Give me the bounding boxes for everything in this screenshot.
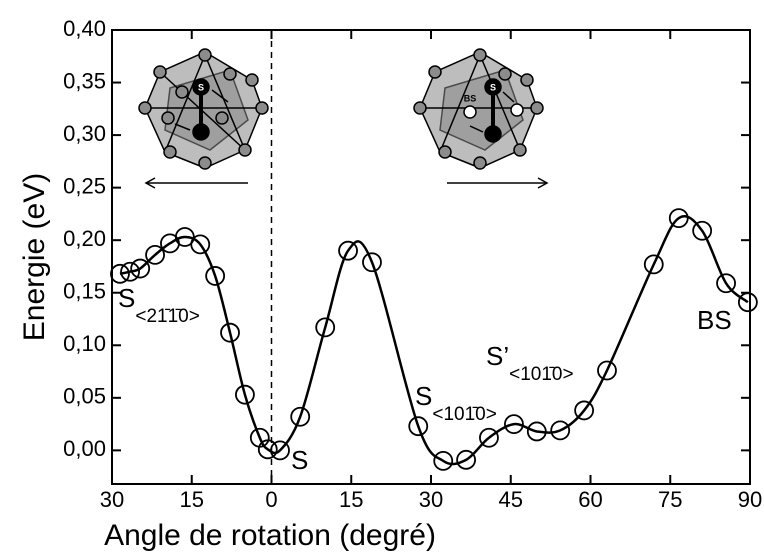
- annotation: S: [291, 445, 308, 475]
- annotation: S<101̄0>: [415, 381, 497, 425]
- data-point: [597, 360, 617, 381]
- annotation-subscript: <101̄0>: [509, 364, 573, 385]
- direction-arrows: [144, 177, 549, 189]
- x-tick-label: 60: [578, 487, 602, 512]
- data-point: [315, 317, 336, 338]
- annotation-subscript: <101̄0>: [432, 404, 496, 425]
- y-tick-label: 0,10: [63, 331, 106, 356]
- y-tick-label: 0,35: [63, 68, 106, 93]
- y-tick-label: 0,30: [63, 121, 106, 146]
- data-point: [338, 240, 358, 261]
- data-point: [205, 266, 226, 286]
- x-tick-label: 45: [499, 487, 523, 512]
- x-tick-label: 15: [339, 487, 363, 512]
- data-point: [145, 244, 165, 265]
- inset-label: S: [490, 82, 496, 92]
- y-tick-label: 0,20: [63, 226, 106, 251]
- x-tick-label: 75: [658, 487, 682, 512]
- data-point: [479, 427, 499, 448]
- annotation-text: S: [291, 445, 308, 475]
- annotation: S’<101̄0>: [486, 341, 574, 385]
- data-point: [737, 292, 758, 313]
- data-point: [257, 439, 278, 460]
- x-tick-label: 0: [265, 487, 277, 512]
- inset-right: [413, 48, 544, 170]
- inset-label: BS: [464, 93, 477, 103]
- inset-left: [138, 48, 269, 170]
- data-point: [668, 208, 689, 229]
- x-axis-label: Angle de rotation (degré): [104, 519, 436, 552]
- data-point: [456, 449, 476, 470]
- x-tick-label: 30: [100, 487, 124, 512]
- annotation-text: S: [415, 381, 432, 411]
- data-point: [716, 273, 736, 294]
- data-point: [220, 322, 240, 343]
- y-tick-label: 0,40: [63, 16, 106, 41]
- data-point: [550, 420, 571, 441]
- data-point: [130, 258, 151, 279]
- data-point: [692, 220, 713, 241]
- annotation-text: S: [118, 283, 135, 313]
- data-point: [526, 421, 547, 442]
- x-tick-label: 90: [738, 487, 762, 512]
- x-tick-label: 30: [419, 487, 443, 512]
- data-point: [290, 406, 311, 427]
- data-point: [270, 440, 290, 461]
- data-point: [574, 400, 595, 421]
- y-axis-label: Energie (eV): [18, 173, 51, 341]
- y-tick-label: 0,05: [63, 384, 106, 409]
- annotation-subscript: <21̄1̄0>: [135, 306, 199, 327]
- data-point: [235, 384, 255, 405]
- x-tick-label: 15: [180, 487, 204, 512]
- annotation: S<21̄1̄0>: [118, 283, 200, 327]
- inset-label: S: [198, 82, 204, 92]
- data-point: [643, 254, 664, 275]
- y-tick-label: 0,15: [63, 279, 106, 304]
- annotation: BS: [697, 305, 732, 335]
- annotation-text: S’: [486, 341, 509, 371]
- fit-curve: [119, 214, 749, 466]
- annotation-text: BS: [697, 305, 732, 335]
- data-point: [120, 261, 140, 282]
- data-point: [190, 234, 211, 255]
- y-tick-label: 0,25: [63, 173, 106, 198]
- data-point: [408, 416, 429, 437]
- data-point: [433, 450, 454, 471]
- data-point: [362, 252, 382, 273]
- y-tick-label: 0,00: [63, 436, 106, 461]
- data-point: [504, 414, 524, 434]
- data-point: [110, 263, 130, 284]
